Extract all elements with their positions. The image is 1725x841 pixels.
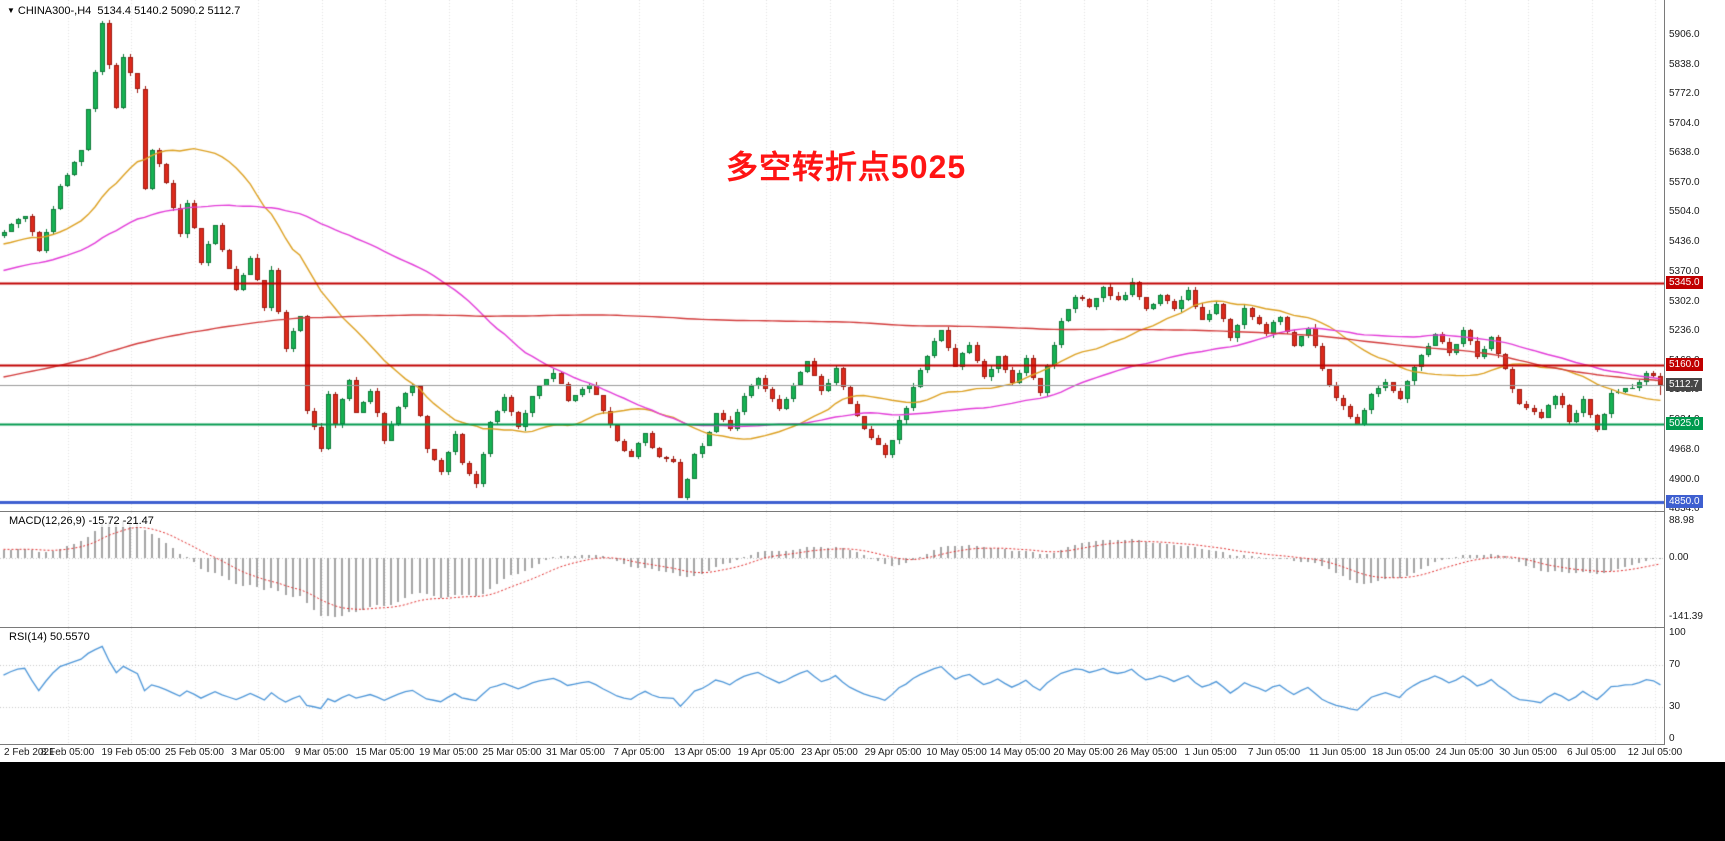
price-tick-label: 4834.0 <box>1669 502 1700 514</box>
time-axis-label: 19 Apr 05:00 <box>737 747 795 758</box>
bottom-strip <box>0 762 1725 841</box>
rsi-tick-label: 100 <box>1669 627 1686 639</box>
time-axis-label: 1 Jun 05:00 <box>1184 747 1237 758</box>
macd-values: -15.72 -21.47 <box>88 515 154 527</box>
price-tick-label: 5302.0 <box>1669 295 1700 307</box>
price-scale[interactable]: 5906.0 5838.0 5772.0 5704.0 5638.0 5570.0 5504… <box>1664 0 1725 762</box>
chart-annotation[interactable]: 多空转折点5025 <box>726 149 967 185</box>
rsi-tick-label: 0 <box>1669 732 1675 744</box>
symbol-info: ▼ CHINA300-,H4 5134.4 5140.2 5090.2 5112.… <box>7 5 240 17</box>
ohlc-values: 5134.4 5140.2 5090.2 5112.7 <box>97 5 241 17</box>
panel-separator <box>0 627 1725 628</box>
price-tick-label: 5772.0 <box>1669 87 1700 99</box>
time-axis-label: 23 Apr 05:00 <box>801 747 858 758</box>
price-tick-label: 5704.0 <box>1669 117 1700 129</box>
time-axis[interactable]: 2 Feb 2021 8 Feb 05:00 19 Feb 05:00 25 Feb … <box>0 745 1725 762</box>
time-axis-label: 7 Apr 05:00 <box>613 747 665 758</box>
rsi-value: 50.5570 <box>49 631 90 643</box>
time-axis-label: 8 Feb 05:00 <box>40 747 95 758</box>
time-axis-label: 29 Apr 05:00 <box>864 747 922 758</box>
time-axis-label: 13 Apr 05:00 <box>674 747 731 758</box>
rsi-tick-label: 30 <box>1669 701 1681 713</box>
time-axis-label: 11 Jun 05:00 <box>1308 747 1367 758</box>
macd-name: MACD(12,26,9) <box>9 515 86 527</box>
price-line-label: 5160.0 <box>1666 357 1703 371</box>
time-axis-label: 30 Jun 05:00 <box>1499 747 1557 758</box>
time-axis-label: 19 Mar 05:00 <box>419 747 478 758</box>
rsi-canvas[interactable] <box>0 628 1664 744</box>
panel-separator <box>0 744 1725 745</box>
macd-tick-label: 88.98 <box>1669 514 1695 526</box>
price-tick-label: 5504.0 <box>1669 206 1700 218</box>
panel-separator <box>0 511 1725 512</box>
price-tick-label: 5570.0 <box>1669 177 1700 189</box>
time-axis-label: 19 Feb 05:00 <box>101 747 161 758</box>
time-axis-label: 20 May 05:00 <box>1053 747 1114 758</box>
time-axis-label: 18 Jun 05:00 <box>1372 747 1430 758</box>
price-tick-label: 5838.0 <box>1669 58 1700 70</box>
time-axis-label: 24 Jun 05:00 <box>1435 747 1494 758</box>
rsi-name: RSI(14) <box>9 631 47 643</box>
macd-tick-label: 0.00 <box>1669 552 1689 563</box>
macd-indicator-label: MACD(12,26,9) -15.72 -21.47 <box>7 515 156 527</box>
time-axis-label: 9 Mar 05:00 <box>294 747 349 758</box>
price-tick-label: 5638.0 <box>1669 147 1700 159</box>
dropdown-arrow-icon[interactable]: ▼ <box>7 6 15 15</box>
macd-tick-label: -141.39 <box>1669 611 1703 623</box>
time-axis-label: 2 Feb 2021 <box>4 747 55 758</box>
time-axis-label: 31 Mar 05:00 <box>546 747 605 758</box>
price-line-label: 5345.0 <box>1666 275 1703 289</box>
time-axis-label: 14 May 05:00 <box>989 747 1051 758</box>
current-price-label: 5112.7 <box>1666 378 1702 392</box>
time-axis-label: 6 Jul 05:00 <box>1567 747 1616 758</box>
time-axis-label: 25 Mar 05:00 <box>482 747 542 758</box>
price-tick-label: 5436.0 <box>1669 236 1700 248</box>
macd-canvas[interactable] <box>0 512 1664 627</box>
price-tick-label: 5236.0 <box>1669 324 1700 336</box>
price-line-label: 5025.0 <box>1666 417 1703 431</box>
time-axis-label: 26 May 05:00 <box>1116 747 1178 758</box>
time-axis-label: 10 May 05:00 <box>926 747 987 758</box>
rsi-tick-label: 70 <box>1669 658 1681 670</box>
price-tick-label: 4968.0 <box>1669 443 1700 455</box>
price-tick-label: 4900.0 <box>1669 473 1700 485</box>
rsi-indicator-label: RSI(14) 50.5570 <box>7 631 92 643</box>
symbol-timeframe-label: CHINA300-,H4 <box>17 5 92 17</box>
time-axis-label: 25 Feb 05:00 <box>165 747 224 758</box>
price-chart-canvas[interactable] <box>0 0 1664 511</box>
price-tick-label: 5906.0 <box>1669 28 1700 40</box>
time-axis-label: 7 Jun 05:00 <box>1247 747 1301 758</box>
price-tick-label: 5370.0 <box>1669 265 1700 277</box>
time-axis-label: 15 Mar 05:00 <box>355 747 415 758</box>
time-axis-label: 12 Jul 05:00 <box>1627 747 1683 758</box>
time-axis-label: 3 Mar 05:00 <box>231 747 285 758</box>
price-line-label: 4850.0 <box>1666 494 1703 508</box>
